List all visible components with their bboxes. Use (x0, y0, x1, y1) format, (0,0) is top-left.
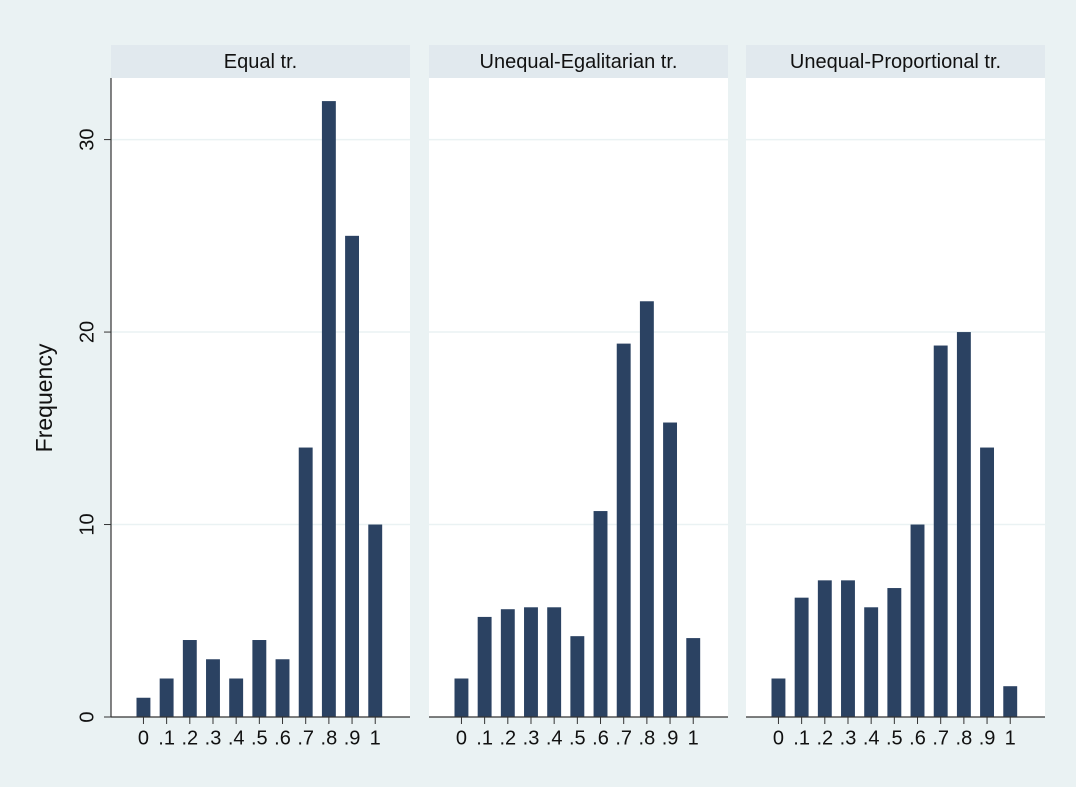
bar (817, 580, 832, 717)
x-tick-label: 0 (773, 727, 784, 749)
x-tick-label: .4 (228, 727, 245, 749)
x-tick-label: .7 (932, 727, 949, 749)
bar (616, 343, 631, 717)
bar (345, 235, 360, 717)
x-tick-label: .7 (297, 727, 314, 749)
bar (182, 640, 197, 717)
plot-area (111, 78, 410, 717)
x-tick-label: .9 (979, 727, 996, 749)
panel-header (111, 45, 410, 78)
bar (841, 580, 855, 717)
x-tick-label: .1 (158, 727, 175, 749)
x-tick-label: .3 (840, 727, 857, 749)
x-tick-label: .3 (205, 727, 222, 749)
bar (500, 609, 515, 717)
panel-title: Unequal-Egalitarian tr. (480, 51, 678, 73)
y-tick-label: 10 (76, 513, 98, 535)
y-tick-label: 30 (76, 128, 98, 150)
x-tick-label: .8 (956, 727, 973, 749)
bar (910, 524, 925, 717)
x-tick-label: .4 (863, 727, 880, 749)
bar (454, 678, 469, 717)
x-tick-label: .9 (662, 727, 679, 749)
bar (980, 447, 995, 717)
x-tick-label: .2 (181, 727, 198, 749)
bar (298, 447, 313, 717)
x-tick-label: 1 (1005, 727, 1016, 749)
x-tick-label: .4 (546, 727, 563, 749)
bar (570, 636, 585, 717)
bar (524, 607, 538, 717)
panel-header (746, 45, 1045, 78)
x-tick-label: .3 (523, 727, 540, 749)
y-axis-label: Frequency (31, 343, 57, 452)
x-tick-label: 1 (370, 727, 381, 749)
x-tick-label: .1 (476, 727, 493, 749)
bar (206, 659, 220, 717)
panel-header (429, 45, 728, 78)
bar (229, 678, 244, 717)
x-tick-label: .2 (499, 727, 516, 749)
y-tick-label: 20 (76, 321, 98, 343)
plot-area (429, 78, 728, 717)
x-tick-label: 0 (138, 727, 149, 749)
bar (547, 607, 562, 717)
x-tick-label: .5 (886, 727, 903, 749)
bar (933, 345, 948, 717)
x-tick-label: .6 (909, 727, 926, 749)
bar (887, 588, 902, 717)
bar (252, 640, 267, 717)
x-tick-label: .1 (793, 727, 810, 749)
bar (321, 101, 336, 718)
x-tick-label: .6 (274, 727, 291, 749)
bar (593, 511, 608, 717)
panel-title: Equal tr. (224, 51, 297, 73)
bar (639, 301, 654, 717)
x-tick-label: .7 (615, 727, 632, 749)
x-tick-label: 1 (688, 727, 699, 749)
bar (159, 678, 174, 717)
bar (956, 332, 971, 717)
x-tick-label: 0 (456, 727, 467, 749)
bar (771, 678, 786, 717)
bar (794, 597, 809, 717)
bar (663, 422, 678, 717)
bar (275, 659, 290, 717)
x-tick-label: .2 (816, 727, 833, 749)
x-tick-label: .6 (592, 727, 609, 749)
x-tick-label: .5 (569, 727, 586, 749)
bar (368, 524, 383, 717)
x-tick-label: .5 (251, 727, 268, 749)
panel-title: Unequal-Proportional tr. (790, 51, 1001, 73)
bar (686, 638, 701, 717)
bar (864, 607, 879, 717)
y-tick-label: 0 (76, 711, 98, 722)
x-tick-label: .8 (639, 727, 656, 749)
x-tick-label: .9 (344, 727, 361, 749)
x-tick-label: .8 (321, 727, 338, 749)
bar (1003, 686, 1018, 717)
bar (136, 697, 151, 717)
bar (477, 616, 492, 717)
